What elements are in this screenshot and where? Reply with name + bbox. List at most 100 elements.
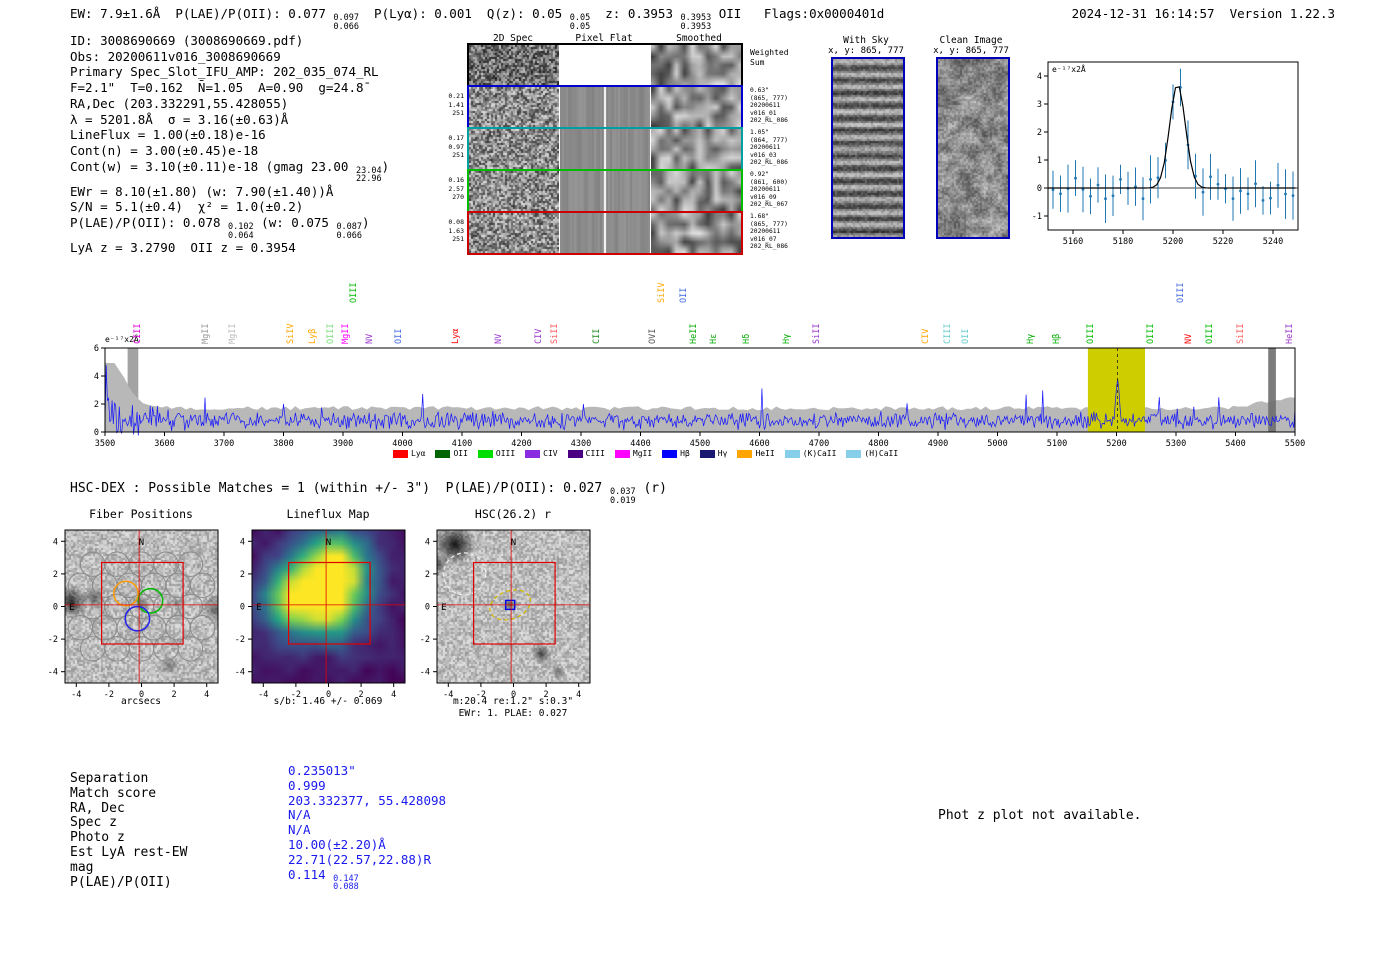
smoothed-image xyxy=(651,129,741,169)
spectral-line-label: CIV xyxy=(534,328,545,344)
info-line: Obs: 20200611v016_3008690669 xyxy=(70,48,281,64)
cutout-row-source-info: 1.68" (865, 777) 20200611 v016_07 202_RL… xyxy=(750,213,788,251)
clean-image-coords: x, y: 865, 777 xyxy=(933,46,1009,56)
legend-swatch xyxy=(477,449,493,458)
info-line: F=2.1" T=0.162 N̄=1.05 A=0.90 g=24.8̄ xyxy=(70,80,364,96)
match-field-value: N/A xyxy=(288,822,311,838)
svg-text:-4: -4 xyxy=(258,690,268,700)
smoothed-image xyxy=(651,213,741,253)
match-field-value: 10.00(±2.20)Å xyxy=(288,836,386,852)
svg-text:4400: 4400 xyxy=(630,439,650,449)
svg-text:4: 4 xyxy=(425,537,430,547)
cutout-row-source-info: 0.92" (861, 600) 20200611 v016_09 202_RL… xyxy=(750,171,788,209)
cutout-row-left-stats: 0.21 1.41 251 xyxy=(448,92,464,117)
stacked-uncertainty: 23.04 22.96 xyxy=(355,165,382,185)
match-field-value: 0.114 0.147 0.088 xyxy=(288,866,359,893)
svg-text:5300: 5300 xyxy=(1166,439,1186,449)
spectral-line-label: OIII xyxy=(1085,323,1096,344)
clean-image-title: Clean Image xyxy=(939,35,1003,46)
smoothed-image xyxy=(651,171,741,211)
cutout-row-source-info: 0.63" (865, 777) 20200611 v016_01 202_RL… xyxy=(750,87,788,125)
cutout-row-left-stats: 0.08 1.63 251 xyxy=(448,218,464,243)
spectral-line-label: OVI xyxy=(648,328,659,344)
spectral-line-label: Hδ xyxy=(742,333,753,344)
pixel-flat-image xyxy=(560,171,650,211)
svg-text:N: N xyxy=(139,538,144,548)
svg-text:2: 2 xyxy=(94,400,99,410)
with-sky-image xyxy=(833,59,903,237)
cutout-row-left-stats: 0.17 0.97 251 xyxy=(448,134,464,159)
svg-text:5000: 5000 xyxy=(987,439,1007,449)
legend-label: (K)CaII xyxy=(802,449,837,458)
svg-text:4: 4 xyxy=(576,690,581,700)
svg-text:0: 0 xyxy=(53,603,58,613)
match-field-value: 22.71(22.57,22.88)R xyxy=(288,851,431,867)
svg-text:2: 2 xyxy=(425,570,430,580)
svg-text:2: 2 xyxy=(359,690,364,700)
hsc-cutout-image xyxy=(437,530,590,683)
svg-text:2: 2 xyxy=(172,690,177,700)
svg-text:0: 0 xyxy=(1037,184,1042,194)
svg-text:4200: 4200 xyxy=(511,439,531,449)
spectral-line-label: NV xyxy=(1183,333,1194,344)
zoom-spectrum-plot: 5160 5180 5200 5220 5240 -1 0 1 2 3 4 e⁻¹⁷x2Å xyxy=(1030,55,1315,251)
spectral-line-label: OIII xyxy=(1205,323,1216,344)
timestamp-version: 2024-12-31 16:14:57 Version 1.22.3 xyxy=(1071,6,1335,21)
spectral-line-label: HeII xyxy=(688,323,699,344)
legend-swatch xyxy=(846,449,862,458)
stacked-uncertainty: 0.037 0.019 xyxy=(610,487,636,506)
match-field-label: RA, Dec xyxy=(70,800,125,816)
pixel-flat-image xyxy=(560,87,650,127)
hsc-cutout-xlabel2: EWr: 1. PLAE: 0.027 xyxy=(458,708,568,719)
svg-text:3700: 3700 xyxy=(214,439,234,449)
info-line: λ = 5201.8Å σ = 3.16(±0.63)Å xyxy=(70,111,289,127)
svg-text:4800: 4800 xyxy=(868,439,888,449)
svg-text:5220: 5220 xyxy=(1213,237,1233,247)
svg-text:4600: 4600 xyxy=(749,439,769,449)
svg-text:0: 0 xyxy=(425,603,430,613)
hsc-cutout-overlay: -4 -4 -2 -2 0 0 2 2 4 4 N E xyxy=(407,518,622,703)
legend-label: Lyα xyxy=(411,449,426,458)
2d-spec-image xyxy=(469,45,559,85)
with-sky-coords: x, y: 865, 777 xyxy=(828,46,904,56)
full-spectrum-plot: 3500 3600 3700 3800 3900 4000 4100 4200 4300 4400… xyxy=(85,340,1315,458)
info-line: Cont(n) = 3.00(±0.45)e-18 xyxy=(70,142,259,158)
svg-text:5200: 5200 xyxy=(1106,439,1126,449)
spectral-line-label: MgII xyxy=(200,323,211,344)
stacked-uncertainty: 0.087 0.066 xyxy=(336,222,363,241)
clean-image-panel xyxy=(936,57,1010,239)
svg-text:N: N xyxy=(511,538,516,548)
spectral-line-label: OIII xyxy=(1145,323,1156,344)
svg-text:3: 3 xyxy=(1037,100,1042,110)
spectral-line-label: MgII xyxy=(227,323,238,344)
pixel-flat-blank xyxy=(560,45,650,85)
2d-spec-image xyxy=(469,129,559,169)
svg-text:e⁻¹⁷x2Å: e⁻¹⁷x2Å xyxy=(1052,63,1086,74)
svg-text:2: 2 xyxy=(240,570,245,580)
match-field-value: 0.235013" xyxy=(288,763,356,778)
legend-item: Hβ xyxy=(662,449,690,458)
svg-text:1: 1 xyxy=(1037,156,1042,166)
match-table-labels: Separation Match score RA, Dec Spec z Photo … xyxy=(70,771,187,890)
legend-item: (H)CaII xyxy=(846,449,898,458)
spectral-line-label: SiII xyxy=(1235,323,1246,344)
legend-swatch xyxy=(435,449,451,458)
legend-item: OII xyxy=(435,449,468,458)
cutout-row-source-info: Weighted Sum xyxy=(750,48,789,67)
legend-label: CIII xyxy=(585,449,605,458)
info-line: LyA z = 3.2790 OII z = 0.3954 xyxy=(70,240,296,256)
spectral-line-label: SiIV xyxy=(286,323,297,344)
stacked-uncertainty: 0.147 0.088 xyxy=(333,873,359,893)
cutout-row xyxy=(467,85,743,129)
spectral-line-label: NV xyxy=(365,333,376,344)
cutout-row xyxy=(467,169,743,213)
spectral-line-label: MgII xyxy=(340,323,351,344)
2d-spec-image xyxy=(469,171,559,211)
legend-label: MgII xyxy=(632,449,653,458)
match-field-label: Photo z xyxy=(70,830,125,846)
match-field-label: P(LAE)/P(OII) xyxy=(70,874,172,890)
spectral-line-label: CII xyxy=(591,328,602,344)
info-line: S/N = 5.1(±0.4) χ² = 1.0(±0.2) xyxy=(70,199,304,215)
legend-swatch xyxy=(525,449,541,458)
lineflux-map-xlabel: s/b: 1.46 +/- 0.069 xyxy=(273,696,383,707)
